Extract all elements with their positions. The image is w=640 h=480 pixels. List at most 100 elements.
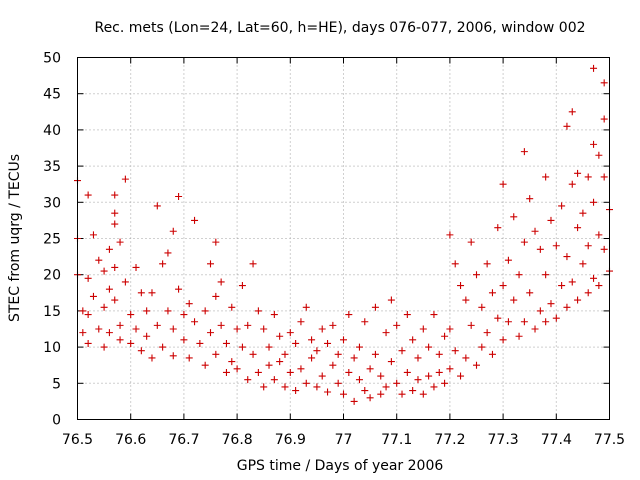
- data-point: [334, 350, 342, 358]
- data-point: [435, 350, 443, 358]
- data-point: [308, 354, 316, 362]
- data-point: [308, 336, 316, 344]
- data-point: [584, 242, 592, 250]
- data-point: [414, 376, 422, 384]
- data-point: [329, 361, 337, 369]
- data-point: [499, 336, 507, 344]
- data-point: [387, 296, 395, 304]
- data-point: [329, 321, 337, 329]
- data-point: [254, 307, 262, 315]
- data-point: [297, 318, 305, 326]
- data-point: [350, 397, 358, 405]
- data-point: [212, 350, 220, 358]
- data-point: [180, 336, 188, 344]
- data-point: [409, 387, 417, 395]
- data-point: [563, 253, 571, 261]
- y-tick-label: 20: [43, 268, 61, 284]
- data-point: [137, 347, 145, 355]
- data-point: [265, 343, 273, 351]
- data-point: [212, 238, 220, 246]
- data-point: [515, 271, 523, 279]
- data-point: [249, 350, 257, 358]
- data-point: [451, 347, 459, 355]
- data-point: [547, 216, 555, 224]
- data-point: [143, 307, 151, 315]
- data-point: [270, 376, 278, 384]
- data-point: [254, 368, 262, 376]
- data-point: [568, 180, 576, 188]
- x-tick-label: 77.4: [541, 432, 572, 448]
- data-point: [499, 282, 507, 290]
- data-point: [169, 227, 177, 235]
- data-point: [515, 332, 523, 340]
- data-point: [95, 325, 103, 333]
- y-tick-label: 5: [52, 376, 61, 392]
- data-point: [366, 394, 374, 402]
- data-point: [558, 282, 566, 290]
- data-point: [510, 213, 518, 221]
- data-point: [89, 292, 97, 300]
- data-point: [276, 358, 284, 366]
- data-point: [137, 289, 145, 297]
- data-point: [579, 209, 587, 217]
- y-tick-label: 0: [52, 413, 61, 429]
- data-point: [159, 343, 167, 351]
- y-tick-label: 10: [43, 340, 61, 356]
- data-point: [536, 245, 544, 253]
- data-point: [281, 383, 289, 391]
- data-point: [371, 303, 379, 311]
- data-point: [169, 352, 177, 360]
- data-points: [74, 64, 613, 405]
- data-point: [244, 376, 252, 384]
- data-point: [105, 245, 113, 253]
- data-point: [526, 289, 534, 297]
- data-point: [520, 318, 528, 326]
- data-point: [467, 238, 475, 246]
- data-point: [520, 238, 528, 246]
- data-point: [292, 339, 300, 347]
- data-point: [334, 379, 342, 387]
- data-point: [584, 173, 592, 181]
- data-point: [159, 260, 167, 268]
- data-point: [409, 336, 417, 344]
- data-point: [430, 383, 438, 391]
- data-point: [558, 202, 566, 210]
- data-point: [504, 256, 512, 264]
- data-point: [483, 260, 491, 268]
- data-point: [590, 140, 598, 148]
- data-point: [180, 311, 188, 319]
- data-point: [563, 122, 571, 130]
- data-point: [441, 332, 449, 340]
- data-point: [153, 202, 161, 210]
- data-point: [536, 307, 544, 315]
- x-tick-label: 77: [335, 432, 353, 448]
- grid: [77, 57, 610, 420]
- data-point: [95, 256, 103, 264]
- data-point: [260, 325, 268, 333]
- data-point: [425, 372, 433, 380]
- data-point: [600, 173, 608, 181]
- data-point: [79, 307, 87, 315]
- data-point: [196, 339, 204, 347]
- data-point: [324, 339, 332, 347]
- data-point: [340, 336, 347, 344]
- tick-labels: 76.5 76.6 76.7 76.8 76.9 77 77.1 77.2 77.3 77.4 77…: [43, 51, 625, 449]
- data-point: [542, 318, 550, 326]
- data-point: [201, 307, 209, 315]
- data-point: [148, 354, 156, 362]
- data-point: [175, 193, 183, 201]
- data-point: [84, 274, 92, 282]
- data-point: [446, 231, 454, 239]
- data-point: [228, 303, 236, 311]
- data-point: [446, 325, 454, 333]
- x-tick-label: 77.3: [488, 432, 519, 448]
- data-point: [595, 231, 603, 239]
- data-point: [590, 198, 598, 206]
- data-point: [260, 383, 268, 391]
- data-point: [446, 365, 454, 373]
- data-point: [350, 354, 358, 362]
- data-point: [143, 332, 151, 340]
- data-point: [435, 368, 443, 376]
- data-point: [148, 289, 156, 297]
- x-tick-label: 76.7: [168, 432, 199, 448]
